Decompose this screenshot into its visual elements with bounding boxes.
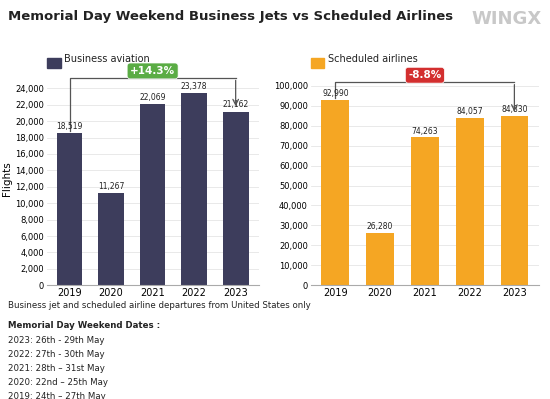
Text: 2023: 26th - 29th May: 2023: 26th - 29th May bbox=[8, 336, 104, 346]
Text: 23,378: 23,378 bbox=[181, 82, 207, 91]
Text: 2021: 28th – 31st May: 2021: 28th – 31st May bbox=[8, 364, 105, 373]
Text: -8.8%: -8.8% bbox=[408, 70, 442, 80]
Text: Memorial Day Weekend Dates :: Memorial Day Weekend Dates : bbox=[8, 321, 161, 330]
Text: 26,280: 26,280 bbox=[367, 222, 393, 231]
Bar bbox=[456, 118, 483, 285]
Text: 92,990: 92,990 bbox=[322, 89, 349, 98]
Text: Memorial Day Weekend Business Jets vs Scheduled Airlines: Memorial Day Weekend Business Jets vs Sc… bbox=[8, 10, 453, 23]
Bar bbox=[500, 116, 528, 285]
Text: 2019: 24th – 27th May: 2019: 24th – 27th May bbox=[8, 392, 106, 399]
Text: 11,267: 11,267 bbox=[98, 182, 124, 191]
Text: 84,057: 84,057 bbox=[456, 107, 483, 116]
Text: 74,263: 74,263 bbox=[411, 126, 438, 136]
Text: 84,830: 84,830 bbox=[501, 105, 527, 115]
Text: Business jet and scheduled airline departures from United States only: Business jet and scheduled airline depar… bbox=[8, 301, 311, 310]
Bar bbox=[322, 100, 349, 285]
Y-axis label: Flights: Flights bbox=[2, 161, 12, 196]
Text: Business aviation: Business aviation bbox=[64, 54, 150, 65]
Bar bbox=[57, 133, 82, 285]
Text: 2022: 27th - 30th May: 2022: 27th - 30th May bbox=[8, 350, 105, 359]
Text: 22,069: 22,069 bbox=[139, 93, 166, 102]
Bar bbox=[223, 112, 249, 285]
Text: 21,162: 21,162 bbox=[223, 101, 249, 109]
Text: Scheduled airlines: Scheduled airlines bbox=[328, 54, 418, 65]
Bar bbox=[411, 137, 439, 285]
Bar bbox=[140, 104, 166, 285]
Text: WINGX: WINGX bbox=[471, 10, 542, 28]
Bar bbox=[182, 93, 207, 285]
Text: 18,519: 18,519 bbox=[57, 122, 82, 131]
Text: 2020: 22nd – 25th May: 2020: 22nd – 25th May bbox=[8, 378, 108, 387]
Text: +14.3%: +14.3% bbox=[130, 66, 175, 76]
Bar bbox=[366, 233, 394, 285]
Bar bbox=[98, 193, 124, 285]
